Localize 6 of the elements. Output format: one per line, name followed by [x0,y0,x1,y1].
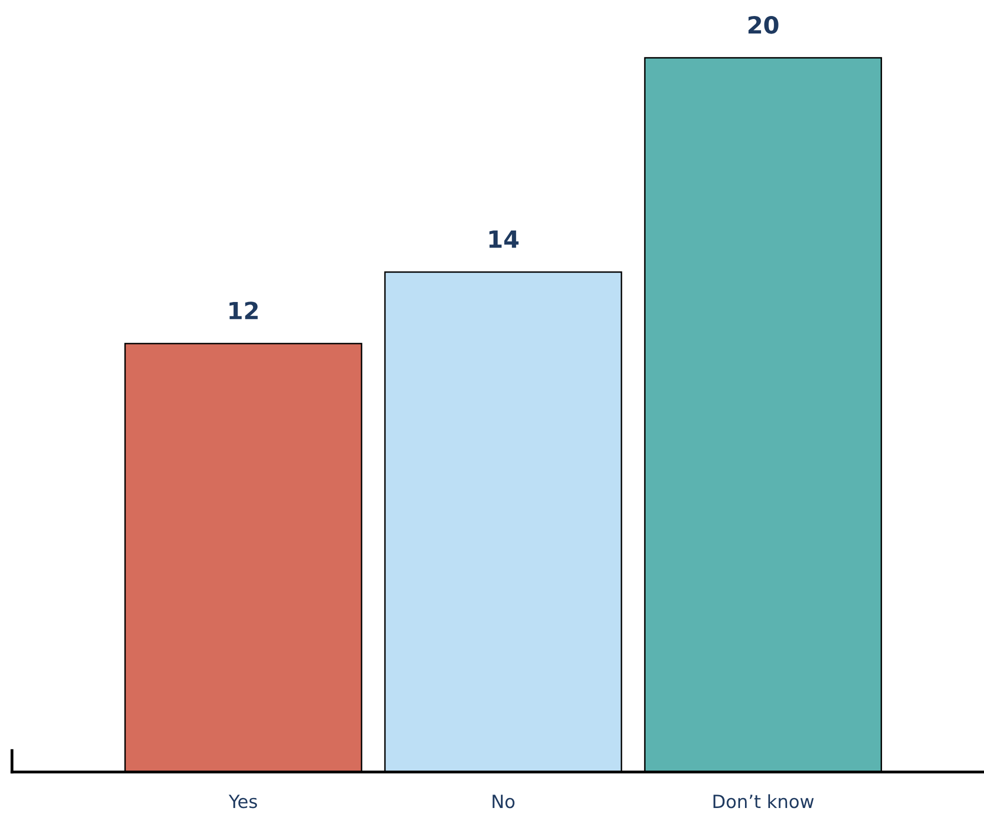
x-tick-label: Yes [228,794,257,808]
data-label: 12 [230,302,258,320]
x-tick-label: Don’t know [714,794,814,808]
data-label: 20 [748,16,778,34]
data-label: 14 [489,230,519,248]
x-tick-label: No [492,794,514,808]
